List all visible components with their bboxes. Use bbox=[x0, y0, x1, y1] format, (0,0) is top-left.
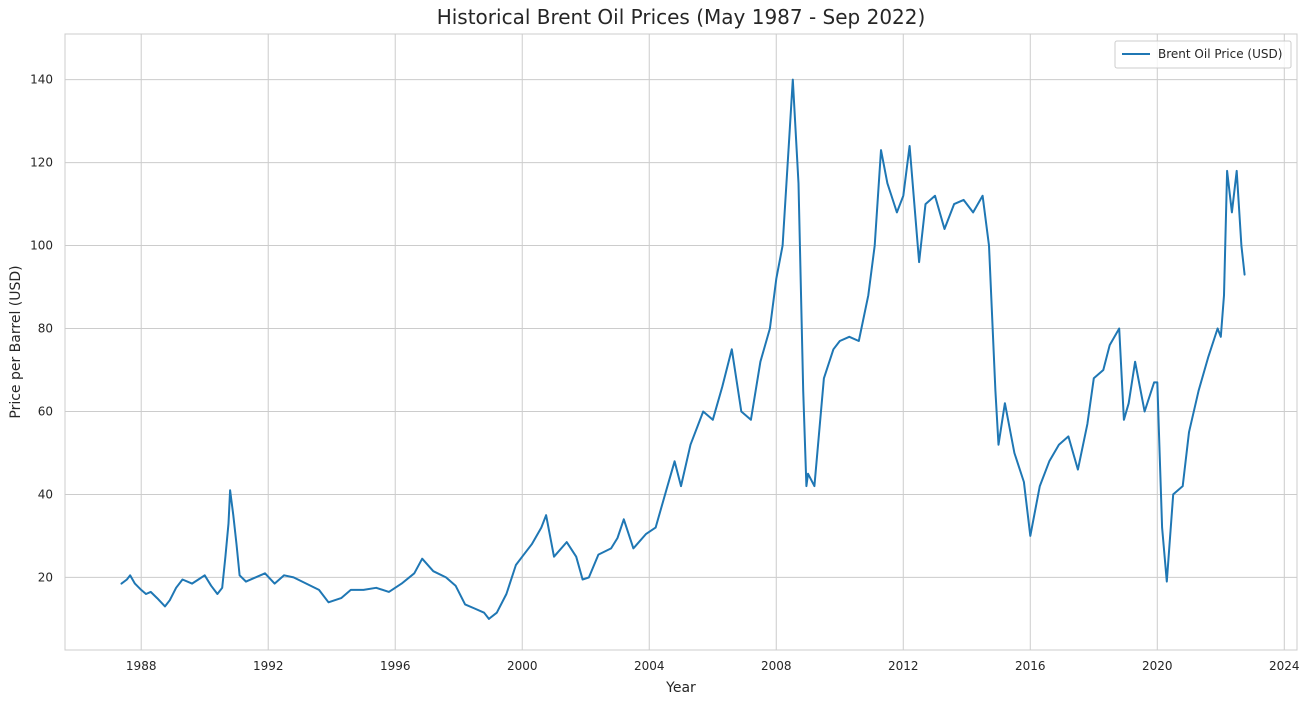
x-tick-label: 1996 bbox=[380, 659, 411, 673]
x-tick-label: 2024 bbox=[1269, 659, 1300, 673]
y-tick-label: 40 bbox=[38, 487, 53, 501]
series-line-0 bbox=[120, 78, 1246, 620]
y-tick-labels: 20 40 60 80 100 120 140 bbox=[30, 73, 53, 585]
y-tick-label: 20 bbox=[38, 570, 53, 584]
x-tick-label: 1992 bbox=[253, 659, 284, 673]
y-tick-label: 100 bbox=[30, 239, 53, 253]
x-tick-label: 2000 bbox=[507, 659, 538, 673]
x-tick-label: 2008 bbox=[761, 659, 792, 673]
x-tick-label: 2004 bbox=[634, 659, 665, 673]
x-axis-label: Year bbox=[665, 680, 696, 696]
legend: Brent Oil Price (USD) bbox=[1114, 40, 1292, 69]
legend-box bbox=[1114, 40, 1292, 69]
chart-title: Historical Brent Oil Prices (May 1987 - … bbox=[437, 5, 926, 29]
grid-lines bbox=[65, 34, 1297, 650]
y-tick-label: 60 bbox=[38, 404, 53, 418]
y-tick-label: 80 bbox=[38, 322, 53, 336]
y-axis-label: Price per Barrel (USD) bbox=[8, 265, 24, 418]
series-layer bbox=[120, 78, 1246, 620]
x-tick-labels: 1988 1992 1996 2000 2004 2008 2012 2016 2020 2024 bbox=[126, 659, 1300, 673]
x-tick-label: 2012 bbox=[888, 659, 919, 673]
legend-label: Brent Oil Price (USD) bbox=[1158, 47, 1282, 61]
plot-frame bbox=[64, 33, 1298, 651]
y-tick-label: 140 bbox=[30, 73, 53, 87]
x-tick-label: 2016 bbox=[1015, 659, 1046, 673]
y-tick-label: 120 bbox=[30, 156, 53, 170]
x-tick-label: 2020 bbox=[1142, 659, 1173, 673]
x-tick-label: 1988 bbox=[126, 659, 157, 673]
